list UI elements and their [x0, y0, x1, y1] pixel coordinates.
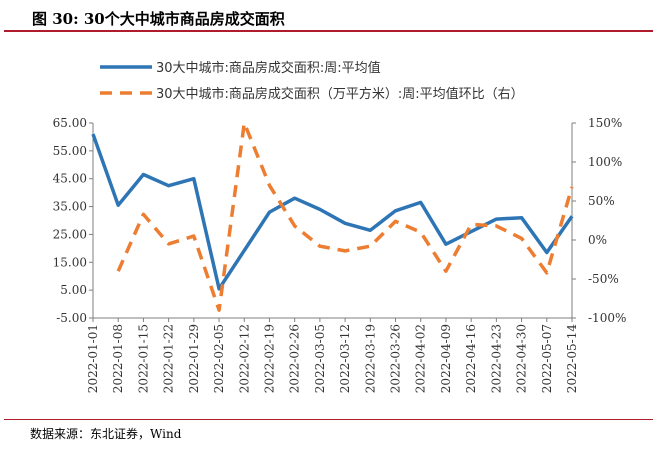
x-tick-label: 2022-04-23: [489, 324, 503, 393]
x-tick-label: 2022-01-08: [111, 324, 125, 393]
x-tick-label: 2022-03-26: [389, 324, 403, 393]
line-chart: 65.00 55.00 45.00 35.00 25.00 15.00 5.00 -5.00 1…: [53, 60, 627, 394]
right-tick-label: -50%: [588, 272, 619, 286]
x-tick-label: 2022-02-05: [212, 324, 226, 393]
x-tick-label: 2022-04-30: [515, 324, 529, 393]
series-line-right: [116, 121, 574, 312]
figure-source: 数据来源：东北证券，Wind: [30, 427, 182, 441]
x-tick-label: 2022-02-19: [262, 324, 276, 393]
left-tick-label: 55.00: [53, 144, 87, 158]
x-tick-label: 2022-01-22: [162, 324, 176, 393]
right-tick-label: 150%: [588, 116, 622, 130]
legend-label: 30大中城市:商品房成交面积:周:平均值: [156, 60, 381, 76]
legend-label: 30大中城市:商品房成交面积（万平方米）:周:平均值环比（右）: [156, 86, 524, 102]
x-tick-label: 2022-03-05: [313, 324, 327, 393]
x-tick-label: 2022-04-16: [464, 324, 478, 393]
source-bar: 数据来源：东北证券，Wind: [4, 419, 653, 447]
x-tick-label: 2022-04-09: [439, 324, 453, 393]
left-tick-label: 5.00: [60, 283, 87, 297]
left-tick-label: 45.00: [53, 172, 87, 186]
x-tick-label: 2022-03-19: [363, 324, 377, 393]
right-tick-label: 100%: [588, 155, 622, 169]
x-tick-label: 2022-05-14: [565, 324, 579, 394]
x-tick-label: 2022-02-26: [288, 324, 302, 393]
left-tick-label: 15.00: [53, 255, 87, 269]
x-tick-label: 2022-01-01: [86, 324, 100, 393]
right-tick-label: -100%: [588, 311, 626, 325]
right-tick-label: 50%: [588, 194, 615, 208]
x-tick-label: 2022-03-12: [338, 324, 352, 393]
series-line-left: [91, 133, 574, 291]
x-tick-label: 2022-01-15: [136, 324, 150, 393]
left-tick-label: -5.00: [56, 311, 87, 325]
x-tick-label: 2022-01-29: [187, 324, 201, 393]
x-tick-label: 2022-05-07: [540, 324, 554, 393]
x-tick-label: 2022-04-02: [414, 324, 428, 393]
x-tick-label: 2022-02-12: [237, 324, 251, 393]
figure-title-bar: 图 30: 30个大中城市商品房成交面积: [4, 2, 653, 32]
left-tick-label: 65.00: [53, 116, 87, 130]
figure-title: 图 30: 30个大中城市商品房成交面积: [32, 10, 285, 28]
left-tick-label: 25.00: [53, 227, 87, 241]
right-tick-label: 0%: [588, 233, 607, 247]
left-tick-label: 35.00: [53, 200, 87, 214]
